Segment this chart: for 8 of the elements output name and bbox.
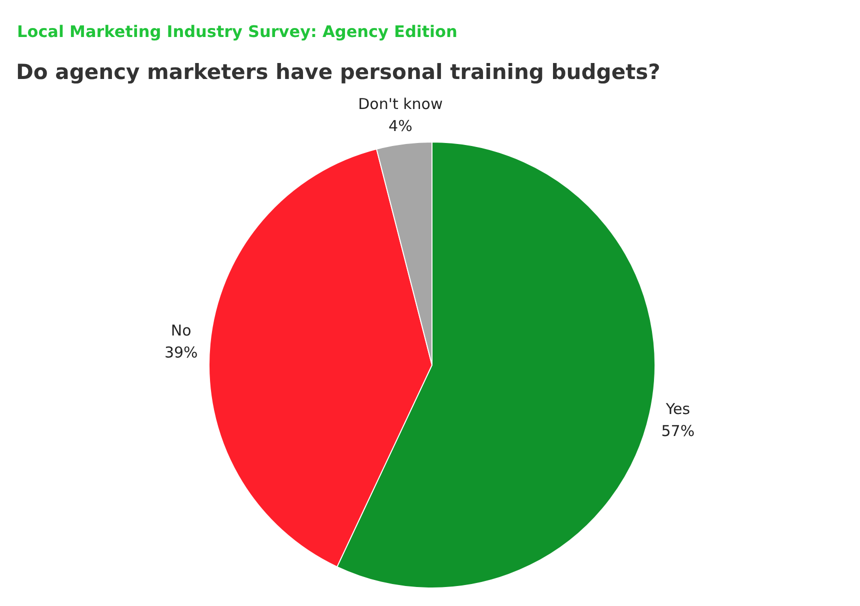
slice-label: No <box>170 321 192 340</box>
slice-label: Don't know <box>358 94 443 113</box>
chart-subtitle: Local Marketing Industry Survey: Agency Edition <box>17 22 458 41</box>
data-label: 57% <box>661 422 695 440</box>
chart-title: Do agency marketers have personal training budgets? <box>16 60 660 84</box>
slice-label: Yes <box>664 400 690 418</box>
data-label: 39% <box>164 343 198 362</box>
data-label: 4% <box>388 116 412 135</box>
